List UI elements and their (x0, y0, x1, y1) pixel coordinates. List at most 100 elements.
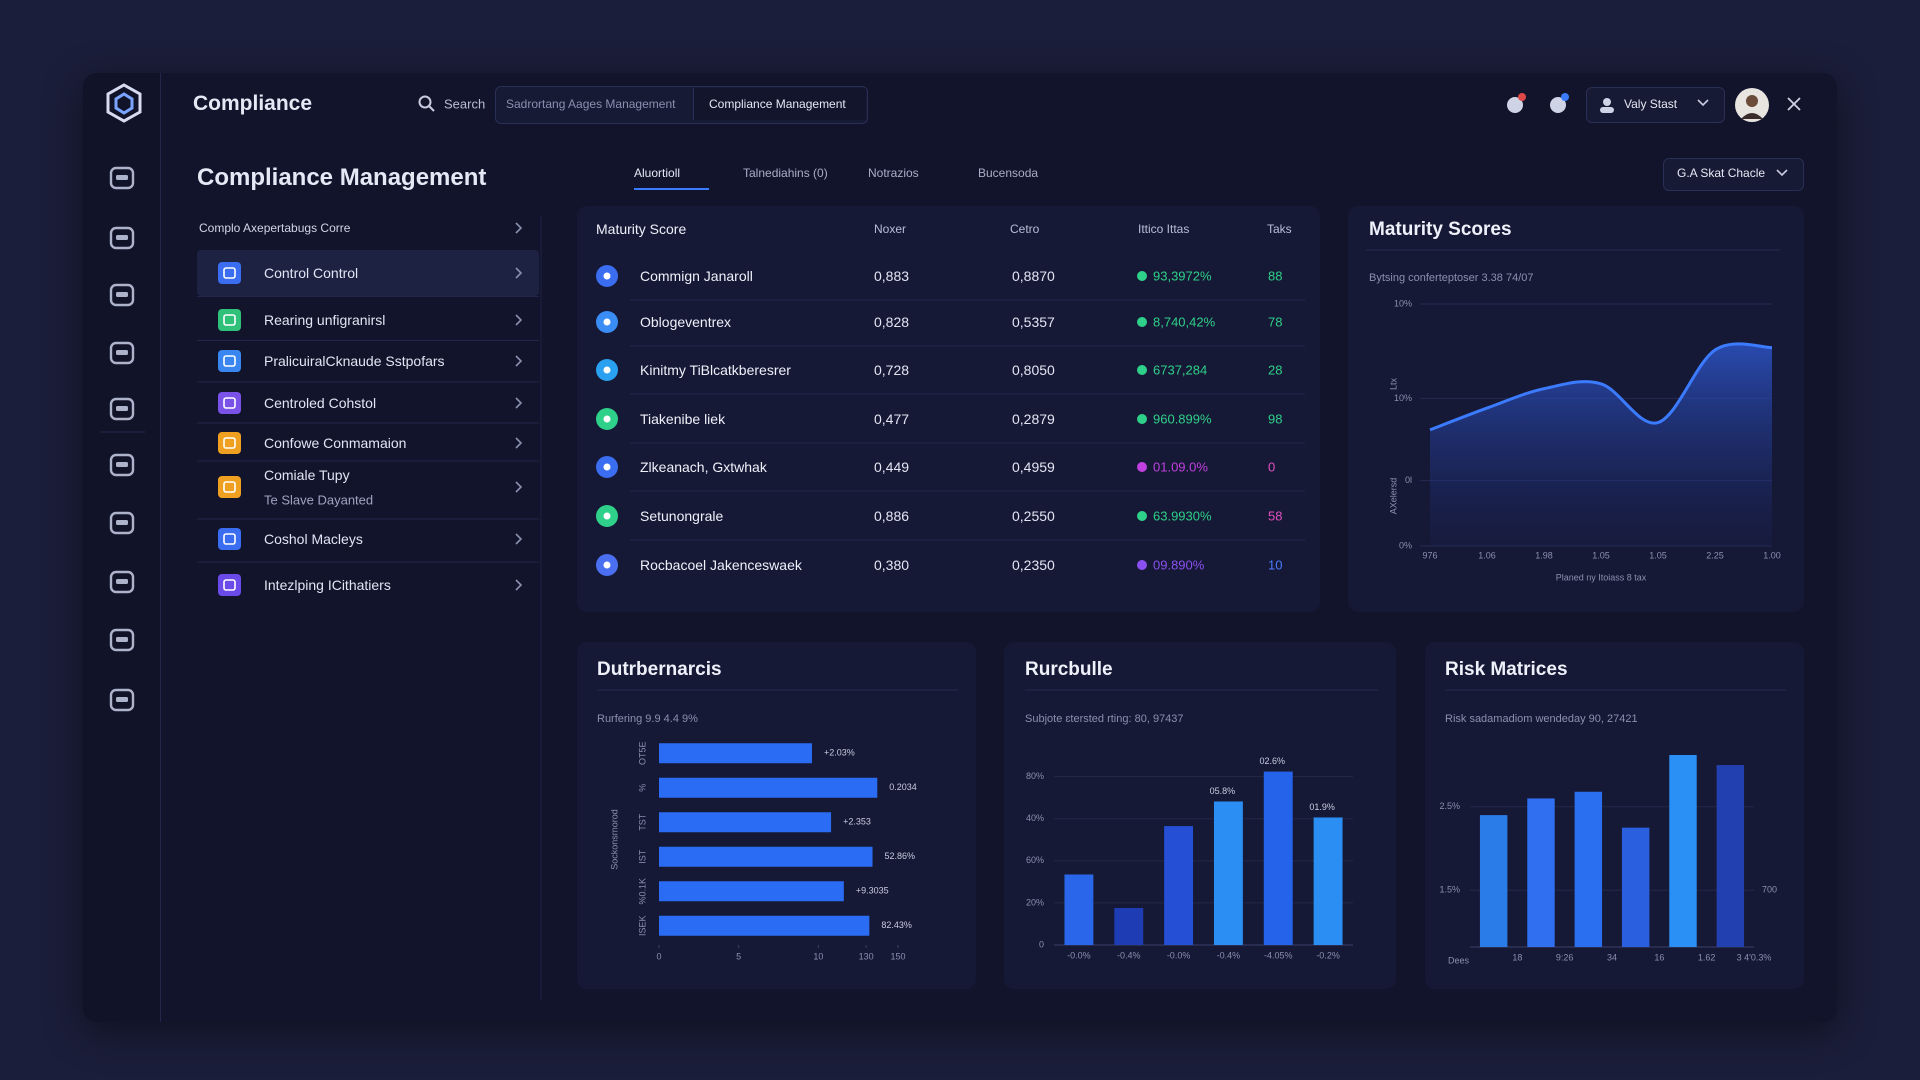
search-icon (418, 95, 435, 112)
x-tick-label: 1.05 (1649, 550, 1667, 560)
table-panel (577, 206, 1320, 612)
bar (659, 846, 873, 867)
chevron (515, 314, 523, 326)
cell: 88 (1268, 268, 1283, 284)
chevron (515, 481, 523, 493)
rail-icon (109, 688, 135, 712)
y-tick-label: ISEK (637, 915, 647, 936)
sidebar-item[interactable]: Centroled Cohstol (264, 395, 377, 411)
bar (1716, 765, 1745, 947)
x-tick-label: 9:26 (1556, 952, 1574, 962)
chevron (515, 579, 523, 591)
status-dot (1137, 317, 1147, 327)
cell: 0,728 (874, 362, 910, 378)
item-icon (218, 262, 241, 284)
notification-icons[interactable] (1502, 90, 1572, 120)
x-tick-label: -4.05% (1264, 950, 1293, 960)
close-button[interactable] (1787, 97, 1801, 111)
cell: 63.9930% (1153, 508, 1212, 524)
item-icon-glyph (223, 533, 236, 545)
sidebar-item[interactable]: Rearing unfigranirsl (264, 312, 386, 328)
sub-tab[interactable]: Talnediahins (0) (743, 166, 828, 180)
sidebar-item[interactable]: Control Control (264, 265, 359, 281)
sidebar-item[interactable]: Comiale Tupy (264, 467, 350, 483)
x-tick-label: 1.05 (1592, 550, 1610, 560)
item-icon-glyph (223, 314, 236, 326)
sub-tab[interactable]: Aluortioll (634, 166, 681, 180)
rail-icon (109, 166, 135, 190)
item-icon (218, 309, 241, 331)
sidebar-item[interactable]: PralicuiralCknaude Sstpofars (264, 353, 445, 369)
x-axis-title: Dees (1448, 955, 1470, 965)
bar (1114, 907, 1144, 945)
cell: 28 (1268, 362, 1283, 378)
row-icon-glyph (603, 272, 611, 280)
cell: Tiakenibe liek (640, 411, 726, 427)
rail-icon (116, 697, 128, 702)
y-tick-label: 80% (1026, 771, 1044, 781)
cell: 0,2550 (1012, 508, 1055, 524)
y-tick-label: %0.1K (637, 878, 647, 905)
avatar[interactable] (1734, 87, 1770, 123)
x-tick-label: -0.0% (1067, 950, 1091, 960)
item-icon-glyph (223, 579, 236, 591)
tab[interactable]: Sadrortang Aages Management (506, 97, 676, 111)
chevron (515, 267, 523, 279)
bar (1621, 827, 1650, 947)
bar (659, 881, 844, 902)
chart-subtitle: Bytsing conferteptoser 3.38 74/07 (1369, 272, 1534, 284)
cell: 93,3972% (1153, 268, 1212, 284)
rail-icon (109, 226, 135, 250)
status-dot (1137, 271, 1147, 281)
cell: 960.899% (1153, 411, 1212, 427)
item-icon-glyph (223, 437, 236, 449)
x-tick-label: 2.25 (1706, 550, 1724, 560)
cell: Rocbacoel Jakenceswaek (640, 557, 802, 573)
data-annotation: 0.2034 (889, 782, 917, 792)
y-tick-label: OT5E (637, 741, 647, 765)
chevron (515, 437, 523, 449)
logo (106, 83, 142, 123)
tab[interactable]: Compliance Management (709, 97, 846, 111)
row-icon-glyph (603, 318, 611, 326)
bar (1527, 798, 1555, 947)
cell: 0,2350 (1012, 557, 1055, 573)
cell: 0,5357 (1012, 314, 1055, 330)
y-tick-label: IST (637, 849, 647, 864)
sub-tab[interactable]: Bucensoda (978, 166, 1039, 180)
y-tick-label: 10% (1394, 298, 1412, 308)
y-annotation: Ltx (1388, 378, 1398, 391)
sidebar-item[interactable]: Coshol Macleys (264, 531, 363, 547)
cell: 0,828 (874, 314, 910, 330)
chevron (515, 355, 523, 367)
rail-icon (116, 462, 128, 467)
cell: 0,449 (874, 459, 910, 475)
cell: 0,380 (874, 557, 910, 573)
rail-icon (109, 628, 135, 652)
x-tick-label: 10 (813, 951, 823, 961)
sidebar-item[interactable]: Confowe Conmamaion (264, 435, 407, 451)
rail-icon (116, 520, 128, 525)
rail-icon (109, 570, 135, 594)
data-annotation: 01.9% (1309, 802, 1335, 812)
y-axis-title: AXelersd (1388, 478, 1398, 515)
cell: 0,883 (874, 268, 910, 284)
data-annotation: +9.3035 (856, 886, 889, 896)
x-tick-label: -0.4% (1117, 950, 1141, 960)
y-tick-label: 60% (1026, 855, 1044, 865)
rail-icon (109, 511, 135, 535)
x-tick-label: 1.06 (1478, 550, 1496, 560)
y-tick-label: % (637, 784, 647, 792)
search[interactable]: Search (444, 96, 486, 112)
row-icon-glyph (603, 561, 611, 569)
item-icon (218, 392, 241, 414)
cell: 0,8870 (1012, 268, 1055, 284)
sidebar-item[interactable]: Intezlping ICithatiers (264, 577, 391, 593)
sub-tab[interactable]: Notrazios (868, 166, 919, 180)
bar (1479, 815, 1508, 947)
cell: 6737,284 (1153, 362, 1208, 378)
cell: Oblogeventrex (640, 314, 732, 330)
rail-icon (109, 453, 135, 477)
